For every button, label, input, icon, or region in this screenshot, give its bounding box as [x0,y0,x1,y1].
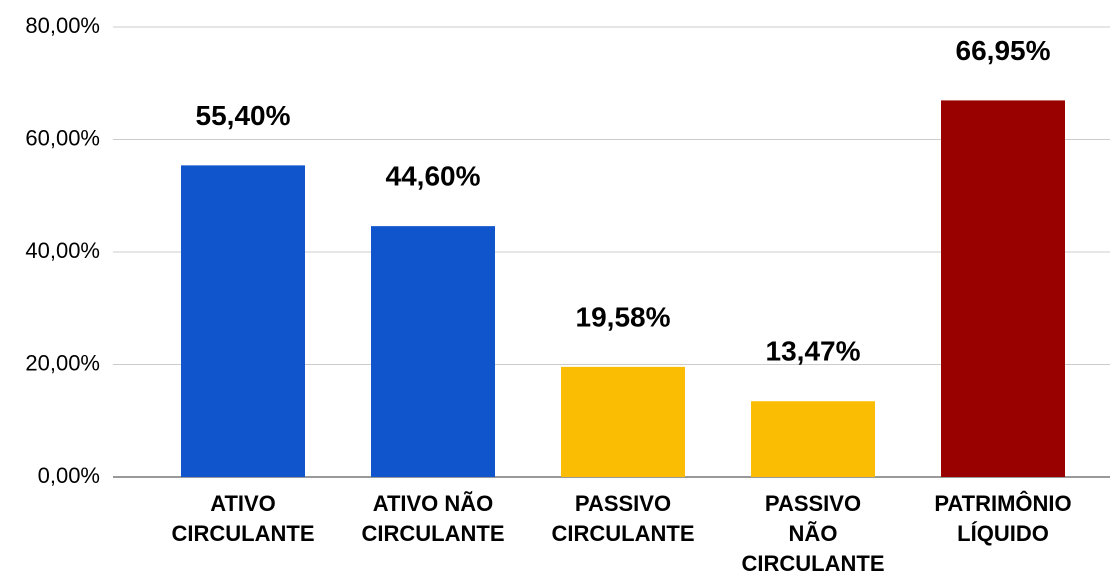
data-label: 55,40% [196,100,291,131]
x-tick-label: PASSIVO [765,491,861,516]
y-tick-label: 60,00% [25,125,100,150]
y-tick-label: 40,00% [25,238,100,263]
x-tick-label: CIRCULANTE [552,521,695,546]
y-tick-label: 0,00% [38,463,100,488]
x-tick-label: CIRCULANTE [172,521,315,546]
bar [181,165,305,477]
y-tick-label: 80,00% [25,13,100,38]
bar [751,401,875,477]
bar [941,100,1065,477]
data-label: 13,47% [766,336,861,367]
x-tick-label: ATIVO NÃO [373,491,494,516]
x-tick-label: ATIVO [210,491,276,516]
x-tick-label: CIRCULANTE [742,551,885,574]
bar [561,366,685,477]
x-tick-label: PATRIMÔNIO [934,491,1071,516]
bar [371,226,495,477]
x-tick-label: PASSIVO [575,491,671,516]
y-tick-label: 20,00% [25,350,100,375]
x-tick-label: CIRCULANTE [362,521,505,546]
x-tick-label: LÍQUIDO [957,521,1049,546]
data-label: 19,58% [576,301,671,332]
x-tick-label: NÃO [789,521,838,546]
data-label: 44,60% [386,161,481,192]
data-label: 66,95% [956,35,1051,66]
